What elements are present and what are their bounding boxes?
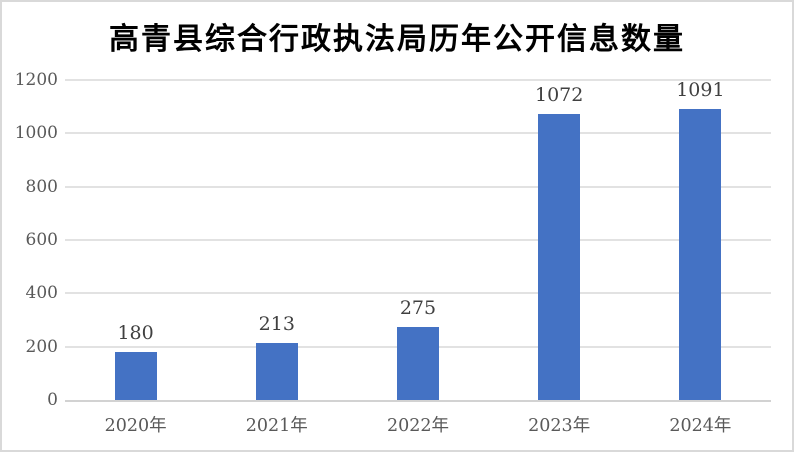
bar-2022年: [396, 326, 439, 400]
bar-2023年: [538, 114, 581, 400]
bar-2020年: [114, 352, 157, 400]
bar-data-label: 180: [117, 322, 154, 344]
chart-title: 高青县综合行政执法局历年公开信息数量: [109, 22, 685, 57]
y-tick-label: 0: [47, 390, 58, 410]
x-tick-label: 2022年: [386, 416, 449, 436]
bar-data-label: 275: [399, 296, 437, 319]
gridline-600: [65, 239, 771, 241]
x-tick-label: 2023年: [528, 416, 591, 436]
y-tick-label: 1000: [14, 123, 58, 144]
gridline-1200: [65, 79, 771, 81]
y-tick-label: 600: [25, 230, 58, 250]
bar-2021年: [255, 343, 298, 400]
x-axis-line: [65, 400, 771, 402]
x-tick-label: 2020年: [104, 416, 167, 436]
y-tick-label: 400: [25, 283, 58, 304]
category-slot: 180: [65, 80, 206, 400]
gridline-1000: [65, 132, 771, 135]
x-axis: 2020年 2021年 2022年 2023年 2024年: [65, 414, 771, 442]
plot-area: 180 213 275 1072 1091: [65, 79, 771, 402]
y-tick-label: 800: [25, 176, 58, 197]
bar-data-label: 1072: [535, 84, 584, 107]
gridline-800: [65, 185, 771, 188]
category-slot: 1091: [630, 80, 771, 400]
gridline-400: [65, 292, 771, 295]
bar-2024年: [679, 109, 722, 400]
x-tick-label: 2021年: [245, 416, 308, 436]
bar-data-label: 1091: [676, 79, 725, 102]
bar-data-label: 213: [258, 313, 295, 336]
y-tick-label: 200: [25, 336, 58, 357]
x-tick-label: 2024年: [669, 416, 732, 436]
category-slot: 275: [347, 80, 488, 400]
y-tick-label: 1200: [14, 70, 58, 90]
category-slot: 213: [206, 80, 347, 400]
category-slot: 1072: [489, 80, 630, 400]
